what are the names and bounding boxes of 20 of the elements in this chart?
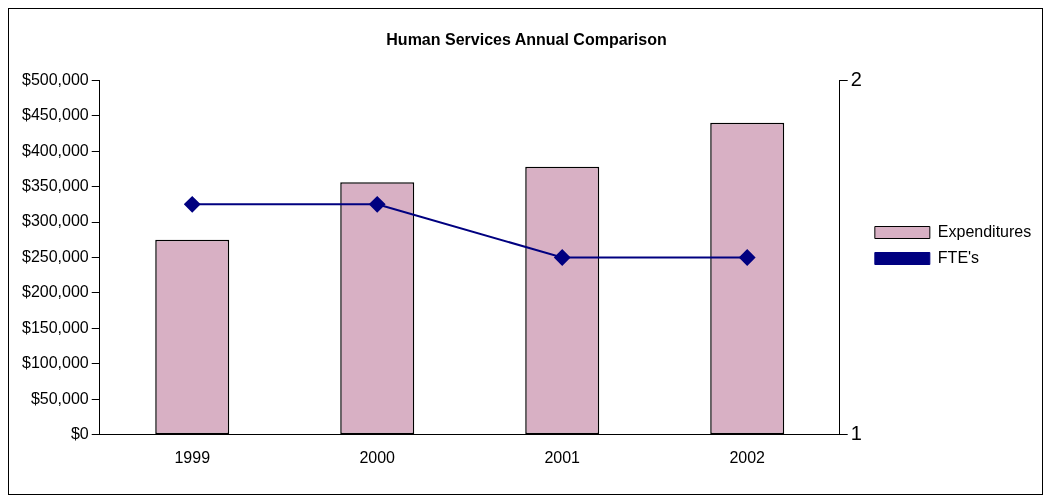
y-tick-label: $350,000 <box>22 176 89 194</box>
y-tick-label: $0 <box>70 425 89 443</box>
legend-label: Expenditures <box>937 222 1032 240</box>
y-tick-label: $500,000 <box>22 70 89 88</box>
y-tick-label: $450,000 <box>22 106 89 124</box>
y-tick-label: $100,000 <box>22 354 89 372</box>
y-tick-label: $300,000 <box>22 212 89 230</box>
legend-label: FTE's <box>937 248 980 266</box>
x-tick-label: 2000 <box>359 448 396 466</box>
y-tick-label: $150,000 <box>22 318 89 336</box>
y-tick-label: $250,000 <box>22 247 89 265</box>
chart-title: Human Services Annual Comparison <box>386 31 667 49</box>
y-tick-label: $400,000 <box>22 141 89 159</box>
y-tick-label: $50,000 <box>30 389 89 407</box>
y-tick-label: $200,000 <box>22 283 89 301</box>
x-tick-label: 2002 <box>729 448 766 466</box>
x-tick-label: 2001 <box>544 448 581 466</box>
y2-tick-label: 2 <box>850 67 862 90</box>
x-tick-label: 1999 <box>174 448 211 466</box>
y2-tick-label: 1 <box>850 422 862 445</box>
